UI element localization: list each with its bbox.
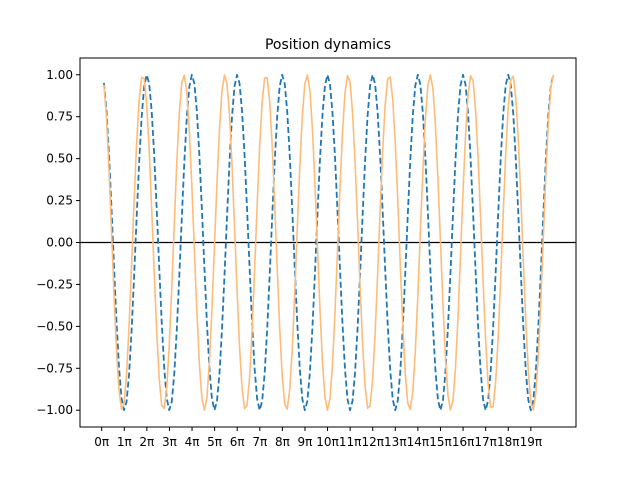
y-tick-label: 0.75: [46, 110, 73, 124]
x-tick-label: 5π: [207, 435, 222, 449]
x-tick-label: 14π: [407, 435, 430, 449]
y-tick-label: 0.25: [46, 194, 73, 208]
x-tick-label: 17π: [474, 435, 497, 449]
x-tick-label: 19π: [520, 435, 543, 449]
y-axis: −1.00 −0.75 −0.50 −0.25 0.00 0.25 0.50 0.75 1.00: [36, 68, 80, 417]
y-tick-label: −0.75: [36, 361, 73, 375]
x-tick-label: 9π: [298, 435, 313, 449]
series-line-2: [103, 74, 555, 412]
x-tick-label: 13π: [384, 435, 407, 449]
x-tick-label: 7π: [252, 435, 267, 449]
plot-area: [80, 73, 576, 412]
y-tick-label: 0.50: [46, 152, 73, 166]
x-tick-label: 3π: [162, 435, 177, 449]
x-axis: 0π 1π 2π 3π 4π 5π 6π 7π 8π 9π 10π 11π 12π 13π 14π 15π 16…: [94, 427, 542, 449]
y-tick-label: 0.00: [46, 236, 73, 250]
y-tick-label: −1.00: [36, 403, 73, 417]
x-tick-label: 12π: [361, 435, 384, 449]
x-tick-label: 10π: [316, 435, 339, 449]
x-tick-label: 8π: [275, 435, 290, 449]
chart-title: Position dynamics: [265, 37, 391, 53]
series-line-1: [103, 73, 555, 412]
x-tick-label: 4π: [185, 435, 200, 449]
x-tick-label: 1π: [117, 435, 132, 449]
y-tick-label: −0.50: [36, 319, 73, 333]
x-tick-label: 2π: [139, 435, 154, 449]
x-tick-label: 0π: [94, 435, 109, 449]
x-tick-label: 15π: [429, 435, 452, 449]
x-tick-label: 16π: [452, 435, 475, 449]
y-tick-label: 1.00: [46, 68, 73, 82]
x-tick-label: 6π: [230, 435, 245, 449]
axes-frame: [79, 57, 577, 428]
y-tick-label: −0.25: [36, 277, 73, 291]
x-tick-label: 11π: [339, 435, 362, 449]
x-tick-label: 18π: [497, 435, 520, 449]
